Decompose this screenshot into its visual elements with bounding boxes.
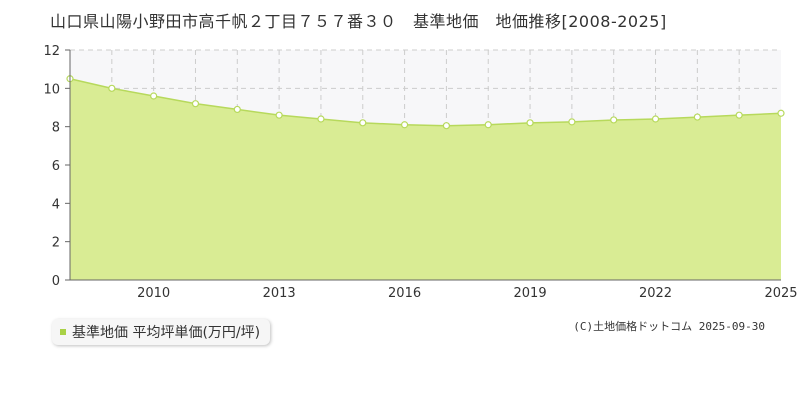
- data-point: [526, 119, 534, 127]
- data-point: [651, 115, 660, 123]
- legend-marker: [60, 329, 66, 335]
- copyright-text: (C)土地価格ドットコム 2025-09-30: [573, 320, 765, 333]
- x-tick-label: 2013: [263, 286, 296, 301]
- y-tick-label: 6: [52, 159, 60, 174]
- area-fill: [70, 78, 781, 280]
- x-tick-label: 2019: [514, 286, 547, 301]
- y-tick-label: 10: [43, 82, 60, 97]
- data-point: [610, 116, 618, 124]
- chart-title: 山口県山陽小野田市高千帆２丁目７５７番３０ 基準地価 地価推移[2008-202…: [50, 12, 667, 31]
- data-point: [150, 92, 158, 100]
- data-point: [442, 122, 451, 130]
- legend: 基準地価 平均坪単価(万円/坪): [52, 319, 271, 345]
- x-tick-label: 2016: [388, 286, 421, 301]
- x-tick-label: 2010: [137, 286, 170, 301]
- series-line: [69, 78, 782, 127]
- y-tick-label: 12: [43, 44, 60, 59]
- data-point: [400, 121, 409, 129]
- data-point: [233, 105, 241, 114]
- data-point: [693, 113, 701, 121]
- y-tick-label: 4: [52, 197, 60, 212]
- legend-label: 基準地価 平均坪単価(万円/坪): [72, 325, 261, 341]
- y-tick-label: 8: [52, 121, 60, 136]
- data-point: [317, 115, 325, 123]
- data-point: [359, 119, 367, 127]
- x-tick-label: 2022: [639, 286, 672, 301]
- data-point: [777, 109, 785, 117]
- data-point: [191, 100, 200, 108]
- y-tick-label: 0: [52, 274, 60, 289]
- data-point: [275, 111, 283, 119]
- data-point: [108, 84, 116, 92]
- data-point: [484, 121, 492, 129]
- data-point: [735, 111, 743, 119]
- data-point: [568, 118, 576, 126]
- x-tick-label: 2025: [764, 286, 797, 301]
- y-tick-label: 2: [52, 236, 60, 251]
